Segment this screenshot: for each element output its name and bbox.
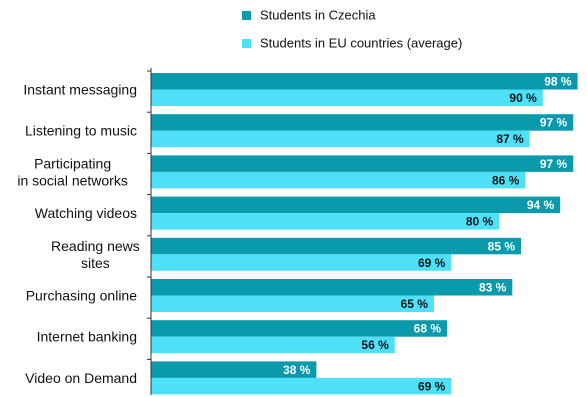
category-label: Reading news [51, 238, 140, 254]
bar-value-label: 86 % [492, 173, 520, 187]
bar-value-label: 69 % [418, 379, 446, 393]
bar-value-label: 97 % [540, 116, 568, 130]
bar [151, 295, 434, 312]
category-label: in social networks [17, 172, 128, 188]
bar [151, 237, 522, 255]
bar-value-label: 94 % [527, 198, 555, 212]
legend-swatch [242, 11, 251, 20]
legend-label: Students in EU countries (average) [260, 36, 462, 51]
bar [151, 171, 526, 189]
bar [151, 114, 574, 131]
bar [151, 196, 561, 214]
bar-value-label: 83 % [479, 280, 507, 294]
bar-value-label: 69 % [418, 256, 446, 270]
bar [151, 377, 452, 395]
bar-value-label: 85 % [488, 239, 516, 253]
bar-value-label: 56 % [361, 338, 389, 352]
legend-label: Students in Czechia [260, 8, 376, 23]
bar-value-label: 97 % [540, 157, 568, 171]
bar-value-label: 68 % [414, 322, 442, 336]
bar-value-label: 80 % [466, 215, 494, 229]
bar [151, 89, 543, 106]
legend-swatch [242, 39, 251, 48]
bar [151, 279, 513, 296]
category-label: Purchasing online [26, 288, 138, 304]
bars: 98 %90 %97 %87 %97 %86 %94 %80 %85 %69 %… [151, 73, 578, 395]
category-label: Instant messaging [23, 82, 137, 98]
category-label: Participating [34, 155, 111, 171]
bar-value-label: 38 % [283, 363, 311, 377]
bar [151, 320, 448, 337]
category-label: Internet banking [37, 329, 137, 345]
category-labels: Instant messaging Listening to music Parti… [17, 82, 139, 386]
bar-value-label: 90 % [509, 91, 537, 105]
axis [147, 68, 152, 395]
bar [151, 73, 578, 90]
category-label: Listening to music [25, 123, 137, 139]
bar [151, 361, 317, 378]
bar-value-label: 87 % [496, 132, 524, 146]
bar-value-label: 65 % [401, 297, 429, 311]
bar [151, 213, 500, 230]
category-label: sites [81, 255, 110, 271]
legend: Students in Czechia Students in EU countr… [242, 8, 462, 51]
bar [151, 155, 574, 172]
bar [151, 130, 530, 148]
category-label: Video on Demand [25, 370, 137, 386]
bar-value-label: 98 % [544, 74, 572, 88]
bar [151, 254, 452, 271]
category-label: Watching videos [35, 205, 137, 221]
bar [151, 336, 395, 354]
